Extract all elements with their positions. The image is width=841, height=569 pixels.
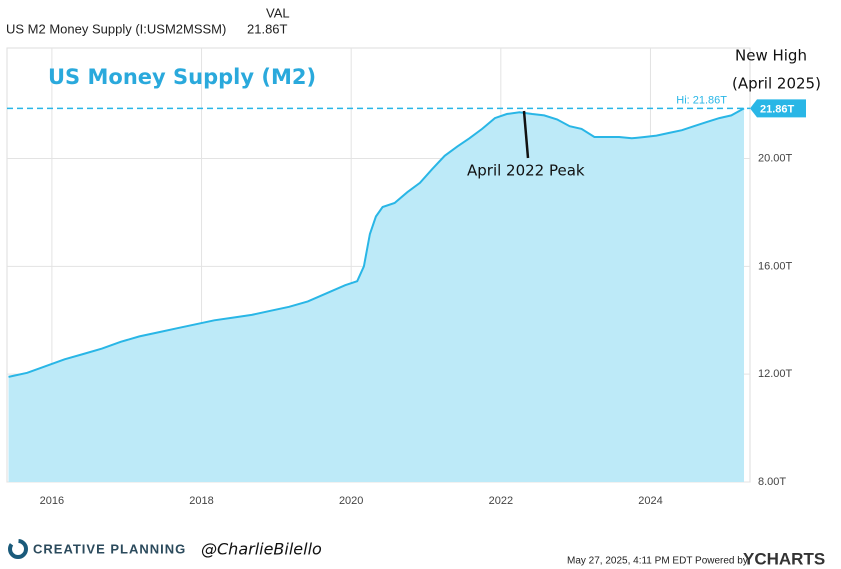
ycharts-logo: YCHARTS bbox=[743, 549, 825, 568]
annotation: April 2022 Peak bbox=[467, 162, 585, 180]
y-tick-label: 8.00T bbox=[758, 476, 786, 488]
annotation: New High bbox=[735, 47, 807, 65]
annotation-pointer bbox=[522, 110, 530, 159]
last-value-flag bbox=[750, 99, 806, 118]
handle: @CharlieBilello bbox=[201, 540, 322, 559]
current-value: 21.86T bbox=[247, 21, 288, 36]
x-tick-label: 2020 bbox=[339, 495, 363, 507]
brand-logo bbox=[8, 539, 28, 559]
line bbox=[8, 107, 745, 378]
annotation: (April 2025) bbox=[732, 75, 821, 93]
x-tick-label: 2022 bbox=[489, 495, 513, 507]
hi-label: Hi: 21.86T bbox=[676, 94, 727, 106]
x-tick-label: 2024 bbox=[638, 495, 662, 507]
x-tick-label: 2016 bbox=[40, 495, 64, 507]
y-tick-label: 12.00T bbox=[758, 368, 793, 380]
chart-title: US Money Supply (M2) bbox=[48, 65, 316, 89]
y-tick-label: 16.00T bbox=[758, 260, 793, 272]
last-value-label: 21.86T bbox=[760, 103, 795, 115]
y-tick-label: 20.00T bbox=[758, 152, 793, 164]
column-header: VAL bbox=[266, 5, 290, 20]
timestamp: May 27, 2025, 4:11 PM EDT Powered by bbox=[567, 556, 748, 567]
area bbox=[8, 108, 745, 483]
plot: 8.00T 12.00T 16.00T 20.00T 2016 2018 2020 2022 2… bbox=[6, 47, 806, 507]
x-tick-label: 2018 bbox=[189, 495, 213, 507]
series-name: US M2 Money Supply (I:USM2MSSM) bbox=[6, 21, 226, 36]
brand: CREATIVE PLANNING bbox=[33, 541, 186, 556]
